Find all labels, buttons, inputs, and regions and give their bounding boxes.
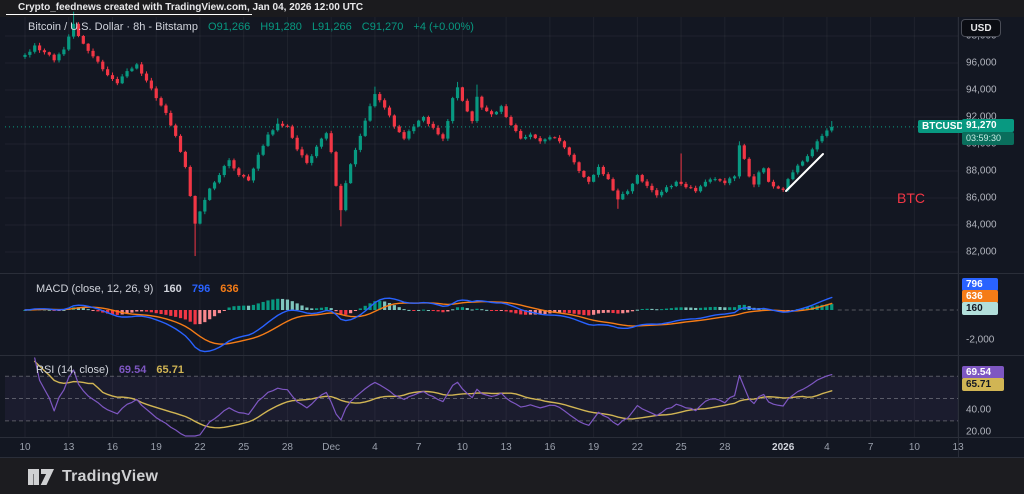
symbol-title[interactable]: Bitcoin / U.S. Dollar · 8h - Bitstamp <box>28 21 198 33</box>
ohlc-high: H91,280 <box>260 21 302 33</box>
macd-level-label: -2,000 <box>966 334 995 346</box>
tradingview-logo-icon[interactable] <box>28 468 54 485</box>
price-label: 94,000 <box>966 84 997 96</box>
time-tick: 13 <box>500 442 512 453</box>
symbol-legend[interactable]: Bitcoin / U.S. Dollar · 8h - Bitstamp O9… <box>28 21 474 33</box>
ohlc-change: +4 (+0.00%) <box>413 21 474 33</box>
currency-toggle-button[interactable]: USD <box>961 19 1001 37</box>
attribution-underline <box>6 14 252 15</box>
macd-line-badge: 796 <box>962 278 998 291</box>
macd-hist-value: 160 <box>163 283 182 295</box>
rsi-legend[interactable]: RSI (14, close) 69.54 65.71 <box>36 364 184 376</box>
attribution-text: Crypto_feednews created with TradingView… <box>18 2 364 13</box>
ohlc-low: L91,266 <box>311 21 352 33</box>
time-tick-year: 2026 <box>772 442 795 453</box>
symbol-price-badge: BTCUSD <box>918 120 968 133</box>
attribution-strip <box>0 0 1024 17</box>
time-tick: 4 <box>824 442 830 453</box>
macd-signal-value: 636 <box>220 283 239 295</box>
time-tick: 16 <box>106 442 119 453</box>
btc-annotation: BTC <box>897 190 925 206</box>
time-tick: 10 <box>19 442 31 453</box>
time-tick: 25 <box>238 442 250 453</box>
time-tick: 22 <box>194 442 206 453</box>
time-tick: 16 <box>544 442 556 453</box>
footer-bar: TradingView <box>0 457 1024 494</box>
last-price-badge: 91,270 <box>962 119 1014 132</box>
tradingview-wordmark[interactable]: TradingView <box>62 467 159 485</box>
time-tick: 25 <box>675 442 687 453</box>
macd-legend[interactable]: MACD (close, 12, 26, 9) 160 796 636 <box>36 283 239 295</box>
rsi-ma-value: 65.71 <box>156 364 184 376</box>
time-tick: 28 <box>281 442 293 453</box>
macd-signal-badge: 636 <box>962 290 998 303</box>
rsi-legend-title[interactable]: RSI (14, close) <box>36 364 109 376</box>
ohlc-close: C91,270 <box>361 21 404 33</box>
price-label: 88,000 <box>966 165 997 177</box>
price-label: 96,000 <box>966 57 997 69</box>
time-tick: 7 <box>867 442 874 453</box>
price-label: 92,000 <box>966 111 997 123</box>
time-tick: 13 <box>952 442 964 453</box>
price-axis-separator <box>958 17 959 457</box>
time-tick: 19 <box>588 442 600 453</box>
ohlc-open: O91,266 <box>208 21 251 33</box>
rsi-value-badge: 69.54 <box>962 366 1004 379</box>
time-tick: 19 <box>150 442 162 453</box>
price-axis[interactable] <box>958 17 1024 457</box>
time-tick: 13 <box>63 442 75 453</box>
time-tick: 7 <box>415 442 422 453</box>
time-tick: 10 <box>456 442 468 453</box>
rsi-value: 69.54 <box>118 364 147 376</box>
macd-line-value: 796 <box>191 283 211 295</box>
rsi-level-label: 40.00 <box>966 404 992 416</box>
price-label: 86,000 <box>966 192 997 204</box>
macd-hist-badge: 160 <box>962 302 998 315</box>
time-tick: Dec <box>322 442 341 453</box>
time-tick: 10 <box>908 442 920 453</box>
bar-countdown-badge: 03:59:30 <box>962 132 1014 145</box>
time-tick: 28 <box>719 442 731 453</box>
chart-canvas[interactable] <box>0 0 1024 457</box>
price-label: 84,000 <box>966 219 997 231</box>
macd-legend-title[interactable]: MACD (close, 12, 26, 9) <box>36 283 154 295</box>
time-tick: 4 <box>372 442 378 453</box>
rsi-level-label: 20.00 <box>966 426 992 438</box>
price-label: 82,000 <box>966 246 997 258</box>
time-tick: 22 <box>631 442 643 453</box>
rsi-ma-badge: 65.71 <box>962 378 1004 391</box>
